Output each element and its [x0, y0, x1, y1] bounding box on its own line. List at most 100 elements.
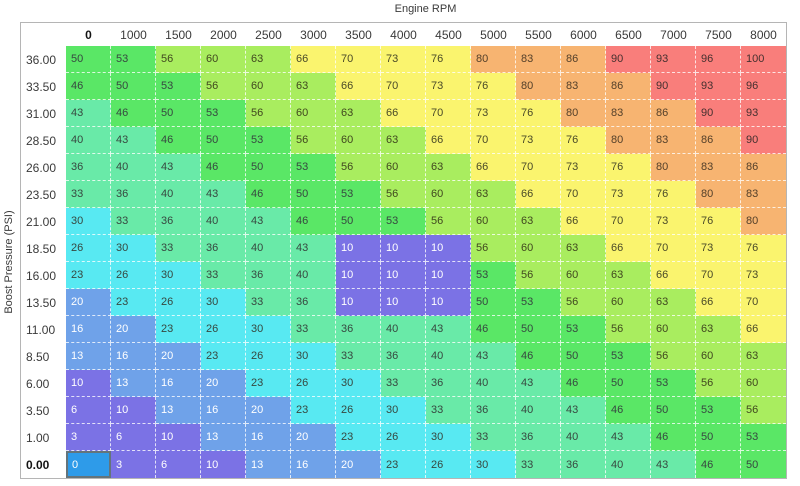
- cell-4000-28.50[interactable]: 63: [381, 127, 426, 154]
- row-header-8.50[interactable]: 8.50: [21, 343, 66, 370]
- cell-6500-13.50[interactable]: 60: [606, 289, 651, 316]
- cell-7500-26.00[interactable]: 83: [696, 154, 741, 181]
- cell-6000-1.00[interactable]: 40: [561, 424, 606, 451]
- cell-3500-0.00[interactable]: 20: [336, 451, 381, 478]
- cell-3000-18.50[interactable]: 43: [291, 235, 336, 262]
- row-header-31.00[interactable]: 31.00: [21, 100, 66, 127]
- cell-1000-21.00[interactable]: 33: [111, 208, 156, 235]
- cell-5500-16.00[interactable]: 56: [516, 262, 561, 289]
- cell-1500-36.00[interactable]: 56: [156, 46, 201, 73]
- cell-5000-16.00[interactable]: 53: [471, 262, 516, 289]
- cell-2000-21.00[interactable]: 40: [201, 208, 246, 235]
- cell-2000-3.50[interactable]: 16: [201, 397, 246, 424]
- cell-5000-13.50[interactable]: 50: [471, 289, 516, 316]
- cell-5000-21.00[interactable]: 60: [471, 208, 516, 235]
- cell-4000-1.00[interactable]: 26: [381, 424, 426, 451]
- cell-2000-16.00[interactable]: 33: [201, 262, 246, 289]
- cell-4000-11.00[interactable]: 40: [381, 316, 426, 343]
- cell-4000-8.50[interactable]: 36: [381, 343, 426, 370]
- cell-4500-13.50[interactable]: 10: [426, 289, 471, 316]
- cell-2500-31.00[interactable]: 56: [246, 100, 291, 127]
- cell-0-1.00[interactable]: 3: [66, 424, 111, 451]
- cell-3500-31.00[interactable]: 63: [336, 100, 381, 127]
- cell-6000-33.50[interactable]: 83: [561, 73, 606, 100]
- cell-4500-18.50[interactable]: 10: [426, 235, 471, 262]
- cell-5000-36.00[interactable]: 80: [471, 46, 516, 73]
- cell-3000-28.50[interactable]: 56: [291, 127, 336, 154]
- cell-3000-16.00[interactable]: 40: [291, 262, 336, 289]
- row-header-1.00[interactable]: 1.00: [21, 424, 66, 451]
- cell-7000-31.00[interactable]: 86: [651, 100, 696, 127]
- cell-7500-1.00[interactable]: 50: [696, 424, 741, 451]
- cell-4500-3.50[interactable]: 33: [426, 397, 471, 424]
- cell-1500-11.00[interactable]: 23: [156, 316, 201, 343]
- cell-3000-11.00[interactable]: 33: [291, 316, 336, 343]
- cell-2000-6.00[interactable]: 20: [201, 370, 246, 397]
- cell-1500-28.50[interactable]: 46: [156, 127, 201, 154]
- cell-0-28.50[interactable]: 40: [66, 127, 111, 154]
- cell-3500-21.00[interactable]: 50: [336, 208, 381, 235]
- cell-0-21.00[interactable]: 30: [66, 208, 111, 235]
- col-header-5000[interactable]: 5000: [471, 23, 516, 46]
- cell-3000-0.00[interactable]: 16: [291, 451, 336, 478]
- cell-1500-0.00[interactable]: 6: [156, 451, 201, 478]
- cell-7000-21.00[interactable]: 73: [651, 208, 696, 235]
- cell-8000-26.00[interactable]: 86: [741, 154, 786, 181]
- row-header-13.50[interactable]: 13.50: [21, 289, 66, 316]
- cell-1500-18.50[interactable]: 33: [156, 235, 201, 262]
- cell-2500-16.00[interactable]: 36: [246, 262, 291, 289]
- cell-6000-0.00[interactable]: 36: [561, 451, 606, 478]
- cell-3500-36.00[interactable]: 70: [336, 46, 381, 73]
- cell-1500-16.00[interactable]: 30: [156, 262, 201, 289]
- cell-1000-11.00[interactable]: 20: [111, 316, 156, 343]
- cell-8000-13.50[interactable]: 70: [741, 289, 786, 316]
- cell-0-13.50[interactable]: 20: [66, 289, 111, 316]
- cell-6500-8.50[interactable]: 53: [606, 343, 651, 370]
- cell-5000-28.50[interactable]: 70: [471, 127, 516, 154]
- cell-0-36.00[interactable]: 50: [66, 46, 111, 73]
- cell-7000-0.00[interactable]: 43: [651, 451, 696, 478]
- col-header-6000[interactable]: 6000: [561, 23, 606, 46]
- cell-7500-0.00[interactable]: 46: [696, 451, 741, 478]
- cell-8000-11.00[interactable]: 66: [741, 316, 786, 343]
- cell-3000-1.00[interactable]: 20: [291, 424, 336, 451]
- cell-7000-36.00[interactable]: 93: [651, 46, 696, 73]
- cell-1500-6.00[interactable]: 16: [156, 370, 201, 397]
- cell-3000-6.00[interactable]: 26: [291, 370, 336, 397]
- cell-5000-26.00[interactable]: 66: [471, 154, 516, 181]
- row-header-26.00[interactable]: 26.00: [21, 154, 66, 181]
- cell-6500-33.50[interactable]: 86: [606, 73, 651, 100]
- cell-3000-13.50[interactable]: 36: [291, 289, 336, 316]
- cell-7000-23.50[interactable]: 76: [651, 181, 696, 208]
- col-header-2000[interactable]: 2000: [201, 23, 246, 46]
- cell-5500-36.00[interactable]: 83: [516, 46, 561, 73]
- col-header-3000[interactable]: 3000: [291, 23, 336, 46]
- row-header-28.50[interactable]: 28.50: [21, 127, 66, 154]
- cell-2000-1.00[interactable]: 13: [201, 424, 246, 451]
- cell-2500-6.00[interactable]: 23: [246, 370, 291, 397]
- cell-6500-1.00[interactable]: 43: [606, 424, 651, 451]
- cell-6500-21.00[interactable]: 70: [606, 208, 651, 235]
- cell-2500-1.00[interactable]: 16: [246, 424, 291, 451]
- cell-7500-8.50[interactable]: 60: [696, 343, 741, 370]
- cell-3500-8.50[interactable]: 33: [336, 343, 381, 370]
- cell-6000-26.00[interactable]: 73: [561, 154, 606, 181]
- cell-1000-31.00[interactable]: 46: [111, 100, 156, 127]
- cell-6500-0.00[interactable]: 40: [606, 451, 651, 478]
- cell-8000-3.50[interactable]: 56: [741, 397, 786, 424]
- cell-1500-3.50[interactable]: 13: [156, 397, 201, 424]
- cell-1000-36.00[interactable]: 53: [111, 46, 156, 73]
- cell-7500-21.00[interactable]: 76: [696, 208, 741, 235]
- cell-1500-1.00[interactable]: 10: [156, 424, 201, 451]
- cell-4500-11.00[interactable]: 43: [426, 316, 471, 343]
- cell-8000-36.00[interactable]: 100: [741, 46, 786, 73]
- cell-7500-16.00[interactable]: 70: [696, 262, 741, 289]
- col-header-7500[interactable]: 7500: [696, 23, 741, 46]
- cell-1000-8.50[interactable]: 16: [111, 343, 156, 370]
- cell-8000-33.50[interactable]: 96: [741, 73, 786, 100]
- cell-7500-31.00[interactable]: 90: [696, 100, 741, 127]
- cell-7000-18.50[interactable]: 70: [651, 235, 696, 262]
- cell-3500-13.50[interactable]: 10: [336, 289, 381, 316]
- cell-1000-16.00[interactable]: 26: [111, 262, 156, 289]
- cell-5500-11.00[interactable]: 50: [516, 316, 561, 343]
